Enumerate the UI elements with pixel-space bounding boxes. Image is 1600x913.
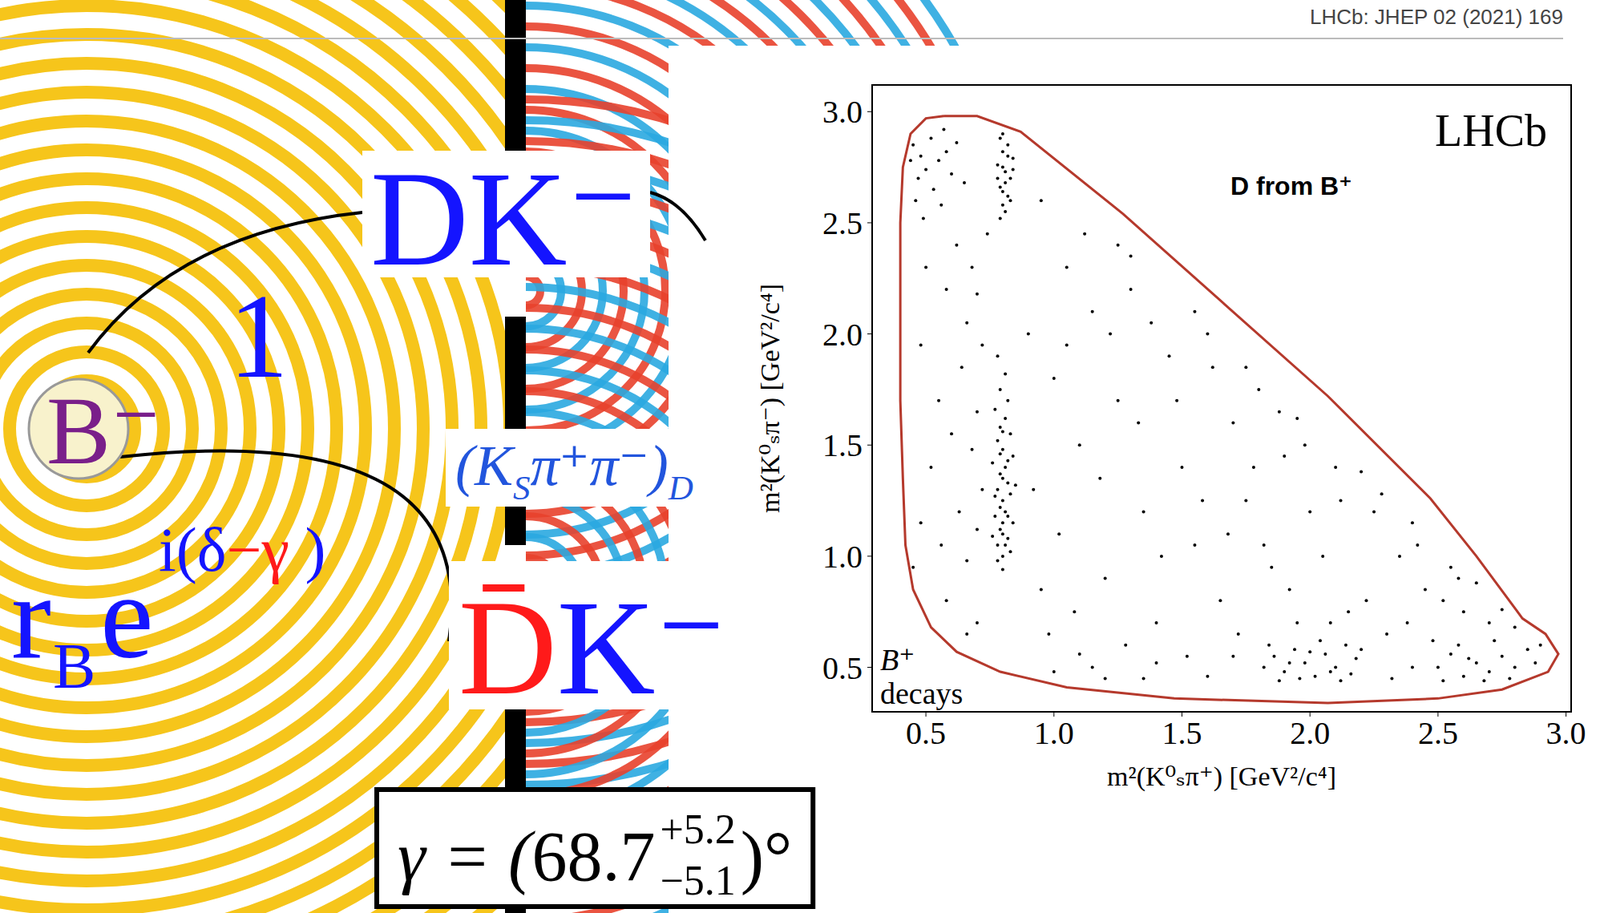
svg-text:0.5: 0.5 <box>822 650 863 687</box>
svg-text:2.0: 2.0 <box>822 316 863 353</box>
svg-text:1.0: 1.0 <box>1034 715 1075 752</box>
svg-text:−5.1: −5.1 <box>659 857 736 904</box>
svg-text:LHCb: JHEP 02 (2021) 169: LHCb: JHEP 02 (2021) 169 <box>1309 4 1564 29</box>
svg-text:r: r <box>11 549 52 683</box>
svg-text:B⁻: B⁻ <box>46 377 162 485</box>
svg-text:1.5: 1.5 <box>822 427 863 464</box>
svg-text:1.5: 1.5 <box>1161 715 1202 752</box>
svg-text:1: 1 <box>228 269 289 403</box>
svg-text:2.0: 2.0 <box>1289 715 1330 752</box>
svg-text:i(δ−γ ): i(δ−γ ) <box>158 514 326 585</box>
svg-text:D from B⁺: D from B⁺ <box>1230 171 1353 201</box>
svg-text:0.5: 0.5 <box>905 715 946 752</box>
svg-text:2.5: 2.5 <box>1418 715 1459 752</box>
svg-text:B: B <box>52 630 96 702</box>
svg-text:γ = (68.7: γ = (68.7 <box>397 817 655 896</box>
svg-text:3.0: 3.0 <box>822 93 863 130</box>
svg-text:DK⁻: DK⁻ <box>370 143 639 295</box>
svg-text:e: e <box>100 549 154 683</box>
svg-text:m²(K⁰ₛπ⁻) [GeV²/c⁴]: m²(K⁰ₛπ⁻) [GeV²/c⁴] <box>755 283 786 514</box>
svg-text:LHCb: LHCb <box>1434 105 1548 156</box>
svg-text:m²(K⁰ₛπ⁺) [GeV²/c⁴]: m²(K⁰ₛπ⁺) [GeV²/c⁴] <box>1107 761 1337 792</box>
svg-text:(KSπ⁺π⁻)D: (KSπ⁺π⁻)D <box>455 433 694 507</box>
svg-text:decays: decays <box>880 676 963 711</box>
svg-text:D̄K⁻: D̄K⁻ <box>458 572 728 724</box>
svg-text:3.0: 3.0 <box>1546 715 1587 752</box>
svg-text:2.5: 2.5 <box>822 205 863 242</box>
svg-text:+5.2: +5.2 <box>659 806 736 853</box>
svg-text:1.0: 1.0 <box>822 538 863 575</box>
svg-text:)°: )° <box>740 817 793 896</box>
svg-text:B⁺: B⁺ <box>880 642 915 677</box>
